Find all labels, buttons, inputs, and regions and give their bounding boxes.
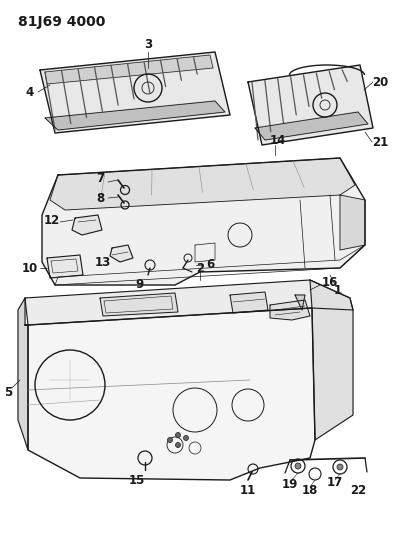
Text: 18: 18 <box>302 483 318 497</box>
Polygon shape <box>45 101 225 130</box>
Circle shape <box>176 432 180 438</box>
Polygon shape <box>18 298 28 450</box>
Polygon shape <box>72 215 102 235</box>
Text: 20: 20 <box>372 76 388 88</box>
Polygon shape <box>255 112 368 140</box>
Text: 8: 8 <box>96 191 104 205</box>
Text: 2: 2 <box>196 262 204 274</box>
Polygon shape <box>100 293 178 316</box>
Text: 4: 4 <box>26 85 34 99</box>
Circle shape <box>295 463 301 469</box>
Polygon shape <box>47 255 83 278</box>
Text: 17: 17 <box>327 477 343 489</box>
Text: 13: 13 <box>95 255 111 269</box>
Polygon shape <box>310 280 353 440</box>
Polygon shape <box>25 280 353 325</box>
Text: 1: 1 <box>334 284 342 296</box>
Circle shape <box>176 442 180 448</box>
Text: 10: 10 <box>22 262 38 274</box>
Text: 6: 6 <box>206 259 214 271</box>
Circle shape <box>183 435 188 440</box>
Text: 21: 21 <box>372 135 388 149</box>
Polygon shape <box>110 245 133 262</box>
Polygon shape <box>50 158 355 210</box>
Text: 22: 22 <box>350 483 366 497</box>
Text: 12: 12 <box>44 214 60 227</box>
Text: 14: 14 <box>270 133 286 147</box>
Text: 15: 15 <box>129 473 145 487</box>
Polygon shape <box>45 55 213 84</box>
Polygon shape <box>340 195 365 250</box>
Polygon shape <box>230 292 268 313</box>
Polygon shape <box>40 52 230 133</box>
Text: 7: 7 <box>96 172 104 184</box>
Text: 81J69 4000: 81J69 4000 <box>18 15 105 29</box>
Circle shape <box>337 464 343 470</box>
Polygon shape <box>295 295 305 310</box>
Circle shape <box>168 438 173 442</box>
Polygon shape <box>248 65 373 145</box>
Text: 11: 11 <box>240 483 256 497</box>
Text: 16: 16 <box>322 276 338 288</box>
Text: 19: 19 <box>282 479 298 491</box>
Text: 3: 3 <box>144 38 152 52</box>
Polygon shape <box>42 158 365 285</box>
Polygon shape <box>25 308 315 480</box>
Polygon shape <box>270 300 310 320</box>
Text: 5: 5 <box>4 386 12 400</box>
Text: 9: 9 <box>136 279 144 292</box>
